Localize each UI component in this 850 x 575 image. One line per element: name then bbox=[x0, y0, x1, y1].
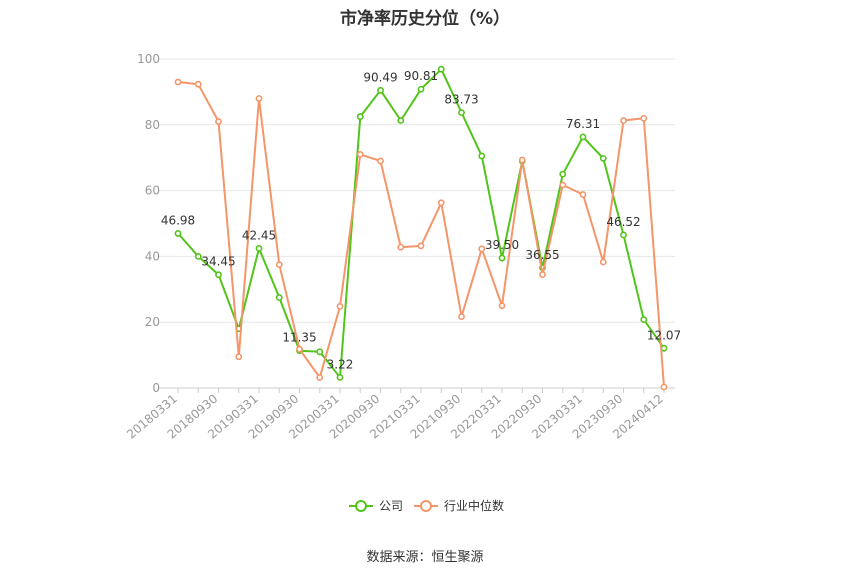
series-2-point bbox=[377, 157, 384, 165]
data-label: 46.98 bbox=[161, 213, 195, 227]
series-2-point bbox=[539, 271, 546, 278]
series-1-point bbox=[397, 117, 405, 124]
series-2-point bbox=[498, 302, 506, 310]
data-label: 42.45 bbox=[242, 228, 276, 242]
legend-label-2: 行业中位数 bbox=[444, 498, 504, 513]
series-1-point bbox=[417, 85, 425, 93]
legend-marker-2 bbox=[420, 500, 432, 512]
series-1-point bbox=[478, 152, 486, 160]
data-label: 83.73 bbox=[444, 93, 478, 107]
series-1-point bbox=[437, 65, 445, 73]
chart-title: 市净率历史分位（%） bbox=[339, 9, 511, 29]
series-1-point bbox=[316, 348, 324, 356]
series-2-point bbox=[458, 313, 465, 321]
series-2-point bbox=[296, 345, 303, 353]
data-label: 3.22 bbox=[327, 357, 354, 371]
series-2-point bbox=[599, 258, 607, 266]
series-1-point bbox=[275, 294, 283, 301]
data-label: 76.31 bbox=[566, 117, 600, 131]
data-label: 46.52 bbox=[606, 215, 640, 229]
series-2-point bbox=[640, 114, 648, 122]
source-note: 数据来源：恒生聚源 bbox=[366, 550, 484, 565]
series-1-point bbox=[377, 86, 384, 94]
series-2-point bbox=[518, 156, 526, 164]
series-layer bbox=[174, 65, 668, 391]
series-2-point bbox=[194, 80, 202, 88]
series-1-point bbox=[255, 244, 263, 252]
legend-marker-1 bbox=[355, 500, 367, 512]
series-1-point bbox=[640, 316, 648, 323]
series-2-point bbox=[316, 374, 324, 381]
data-label: 11.35 bbox=[282, 331, 316, 345]
data-label: 90.81 bbox=[404, 69, 438, 83]
series-1-point bbox=[579, 133, 587, 141]
series-1-point bbox=[356, 113, 364, 120]
y-tick-label: 0 bbox=[152, 381, 160, 395]
y-tick-label: 80 bbox=[145, 118, 160, 132]
series-1-point bbox=[559, 170, 567, 178]
y-tick-label: 40 bbox=[145, 249, 160, 263]
series-1-point bbox=[620, 231, 627, 239]
y-tick-label: 20 bbox=[145, 315, 160, 329]
label-layer: 46.98 34.45 42.45 11.35 3.22 90.49 90.81 83.73 3… bbox=[161, 69, 681, 371]
series-2-point bbox=[255, 95, 263, 102]
series-1-point bbox=[498, 254, 506, 262]
series-2-point bbox=[417, 242, 425, 250]
data-label: 90.49 bbox=[363, 70, 397, 84]
data-label: 39.50 bbox=[485, 238, 519, 252]
series-2-point bbox=[579, 191, 587, 198]
grid-layer bbox=[158, 58, 675, 389]
series-2-point bbox=[559, 181, 567, 189]
series-2-point bbox=[174, 78, 182, 86]
data-label: 36.55 bbox=[525, 248, 559, 262]
series-2-point bbox=[478, 245, 486, 253]
series-1-point bbox=[215, 271, 222, 279]
series-2-point bbox=[336, 303, 344, 310]
series-1-point bbox=[599, 154, 607, 162]
data-label: 34.45 bbox=[201, 255, 235, 269]
series-1-point bbox=[458, 109, 465, 116]
series-2-point bbox=[356, 151, 364, 158]
y-tick-label: 100 bbox=[137, 52, 160, 66]
series-2-point bbox=[397, 243, 405, 251]
legend-label-1: 公司 bbox=[379, 499, 403, 513]
series-2-point bbox=[437, 199, 445, 207]
series-2-point bbox=[235, 353, 243, 361]
y-tick-label: 60 bbox=[145, 184, 160, 198]
series-2-point bbox=[215, 118, 222, 125]
series-1-point bbox=[336, 374, 344, 381]
data-label: 12.07 bbox=[647, 328, 681, 342]
legend[interactable]: 公司 行业中位数 bbox=[349, 498, 504, 513]
series-1-point bbox=[174, 230, 182, 237]
series-2-point bbox=[660, 383, 668, 391]
series-1-point bbox=[194, 252, 202, 260]
series-2-point bbox=[275, 261, 283, 269]
series-2-point bbox=[620, 117, 627, 124]
